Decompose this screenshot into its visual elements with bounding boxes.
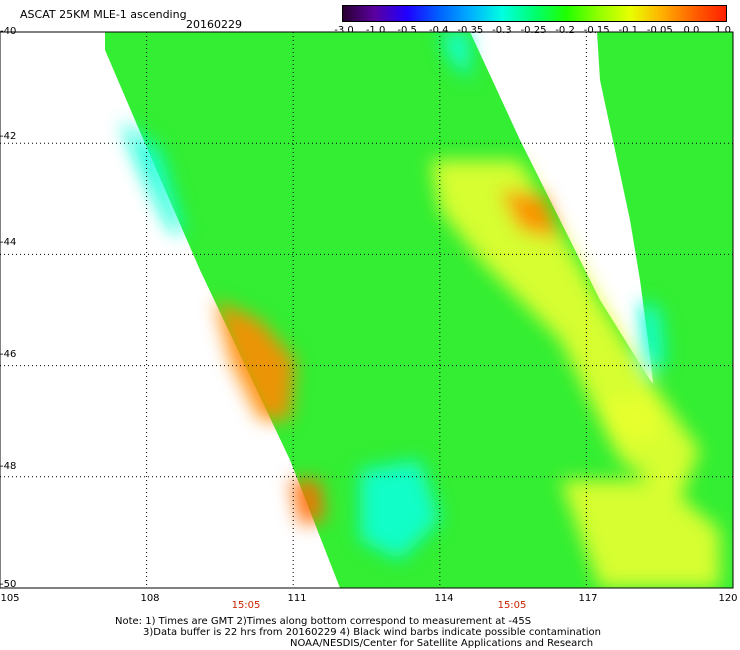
- note-line-2: 3)Data buffer is 22 hrs from 20160229 4)…: [143, 627, 601, 638]
- longitude-label: 105: [0, 593, 20, 604]
- low-mle-northwest-corner: [440, 32, 470, 80]
- moderate-south-band: [560, 480, 720, 588]
- color-scale-label: -0.5: [397, 25, 417, 36]
- color-scale-label: -0.25: [520, 25, 547, 36]
- high-mle-ridge: [500, 190, 560, 240]
- color-scale-label: -0.4: [428, 25, 449, 36]
- color-scale-label: -1.0: [365, 25, 386, 36]
- latitude-label: -40: [0, 26, 17, 37]
- longitude-label: 117: [578, 593, 598, 604]
- color-scale-label: -0.05: [646, 25, 673, 36]
- lat-lon-grid: [0, 32, 733, 588]
- chart-date: 20160229: [186, 18, 242, 31]
- time-label: 15:05: [497, 600, 527, 611]
- latitude-label: -44: [0, 237, 17, 248]
- time-label: 15:05: [231, 600, 261, 611]
- color-scale-label: 0.0: [683, 25, 700, 36]
- color-scale-label: -0.2: [555, 25, 575, 36]
- latitude-label: -50: [0, 579, 17, 590]
- chart-title: ASCAT 25KM MLE-1 ascending: [20, 8, 187, 21]
- high-mle-west-patch: [215, 300, 295, 420]
- note-line-3: NOAA/NESDIS/Center for Satellite Applica…: [290, 638, 594, 649]
- color-scale-label: -0.15: [583, 25, 610, 36]
- longitude-label: 111: [287, 593, 307, 604]
- color-scale-label: -0.35: [457, 25, 484, 36]
- longitude-label: 120: [718, 593, 738, 604]
- color-scale-label: -0.1: [618, 25, 639, 36]
- swath-main: [105, 32, 733, 588]
- low-mle-west-edge: [120, 120, 185, 235]
- color-scale-bar: [342, 5, 727, 22]
- longitude-label: 114: [434, 593, 454, 604]
- color-scale-label: -3.0: [334, 25, 354, 36]
- latitude-label: -42: [0, 131, 17, 142]
- moderate-east-spot: [600, 395, 660, 440]
- longitude-label: 108: [140, 593, 160, 604]
- low-mle-south-blob: [360, 460, 440, 560]
- low-mle-east-strip: [640, 300, 665, 380]
- high-mle-south-patch: [290, 480, 325, 525]
- color-scale-label: -0.3: [492, 25, 512, 36]
- latitude-label: -48: [0, 461, 17, 472]
- latitude-label: -46: [0, 349, 17, 360]
- color-scale-label: 1.0: [715, 25, 731, 36]
- note-line-1: Note: 1) Times are GMT 2)Times along bot…: [115, 616, 532, 627]
